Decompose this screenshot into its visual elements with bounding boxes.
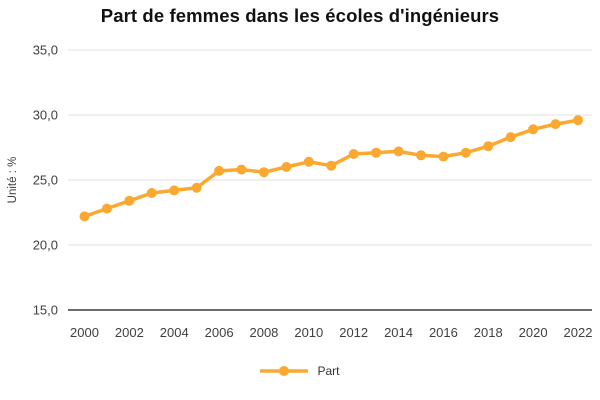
x-axis-tick-label: 2012: [339, 325, 368, 340]
x-axis-tick-label: 2000: [70, 325, 99, 340]
data-point: [550, 119, 561, 130]
data-point: [124, 195, 135, 206]
x-axis-tick-label: 2010: [294, 325, 323, 340]
x-axis-tick-label: 2006: [205, 325, 234, 340]
data-point: [460, 147, 471, 158]
x-axis-tick-label: 2020: [519, 325, 548, 340]
legend: Part: [0, 361, 600, 381]
data-point: [303, 156, 314, 167]
data-point: [169, 185, 180, 196]
data-point: [146, 188, 157, 198]
data-point: [281, 162, 292, 172]
data-point: [348, 149, 359, 159]
legend-label: Part: [317, 364, 340, 378]
legend-line-marker-icon: [260, 366, 309, 376]
data-point: [326, 160, 337, 171]
y-axis-tick-label: 15,0: [33, 303, 58, 318]
data-point: [236, 164, 247, 175]
y-axis-tick-label: 25,0: [33, 173, 58, 188]
data-point: [438, 151, 449, 162]
chart-title: Part de femmes dans les écoles d'ingénie…: [100, 5, 500, 26]
data-point: [79, 211, 90, 222]
data-point: [258, 167, 269, 178]
data-point: [393, 146, 404, 157]
x-axis-tick-label: 2014: [384, 325, 413, 340]
x-axis-tick-label: 2016: [429, 325, 458, 340]
x-axis-tick-label: 2018: [474, 325, 503, 340]
data-point: [573, 115, 583, 126]
data-point: [214, 165, 225, 176]
data-point: [101, 203, 112, 214]
x-axis-tick-label: 2022: [564, 325, 593, 340]
data-point: [483, 141, 494, 152]
y-axis-tick-label: 30,0: [33, 108, 58, 123]
data-point: [528, 124, 539, 135]
x-axis-tick-label: 2002: [115, 325, 144, 340]
data-point: [415, 150, 426, 161]
data-point: [505, 132, 516, 143]
y-axis-tick-label: 20,0: [33, 238, 58, 253]
y-axis-tick-label: 35,0: [33, 43, 58, 58]
data-point: [371, 147, 382, 158]
data-point: [191, 182, 202, 193]
x-axis-tick-label: 2004: [160, 325, 189, 340]
x-axis-tick-label: 2008: [249, 325, 278, 340]
